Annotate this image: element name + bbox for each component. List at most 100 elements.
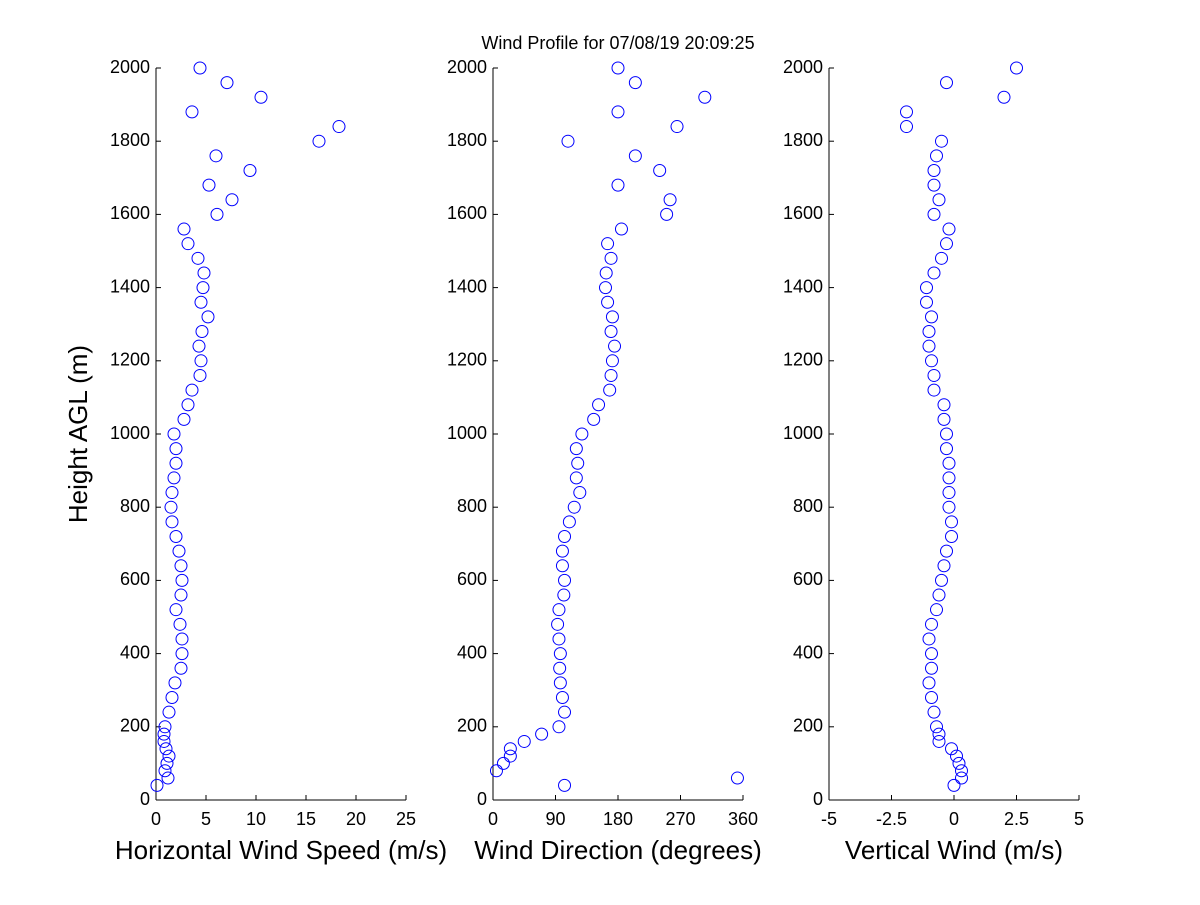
y-tick-label: 1600	[447, 203, 487, 223]
point	[587, 412, 601, 426]
point	[604, 368, 618, 382]
x-tick-label: 10	[246, 809, 266, 829]
y-tick-label: 1600	[110, 203, 150, 223]
point	[569, 471, 583, 485]
point	[535, 727, 549, 741]
point	[947, 778, 961, 792]
point	[558, 573, 572, 587]
point	[601, 295, 615, 309]
y-tick-label: 0	[477, 789, 487, 809]
point	[603, 383, 617, 397]
y-tick-label: 200	[457, 716, 487, 736]
point	[174, 559, 188, 573]
y-tick-label: 1800	[447, 130, 487, 150]
x-tick-label: -5	[821, 809, 837, 829]
point	[942, 471, 956, 485]
point	[174, 661, 188, 675]
point	[552, 632, 566, 646]
point	[932, 588, 946, 602]
y-tick-label: 1000	[447, 423, 487, 443]
y-tick-label: 1800	[110, 130, 150, 150]
point	[332, 120, 346, 134]
point	[562, 515, 576, 529]
point	[927, 383, 941, 397]
point	[573, 486, 587, 500]
point	[177, 222, 191, 236]
point	[932, 734, 946, 748]
point	[169, 442, 183, 456]
x-tick-label: 5	[1074, 809, 1084, 829]
point	[177, 412, 191, 426]
point	[608, 339, 622, 353]
point	[175, 632, 189, 646]
point	[937, 559, 951, 573]
point	[192, 339, 206, 353]
point	[157, 727, 171, 741]
point	[489, 764, 503, 778]
point	[942, 456, 956, 470]
point	[567, 500, 581, 514]
y-tick-label: 1400	[110, 276, 150, 296]
point	[174, 588, 188, 602]
point	[922, 325, 936, 339]
x-tick-label: 0	[488, 809, 498, 829]
point	[555, 544, 569, 558]
y-tick-label: 200	[120, 716, 150, 736]
point	[162, 705, 176, 719]
point	[169, 603, 183, 617]
point	[604, 251, 618, 265]
point	[925, 661, 938, 675]
point	[599, 266, 613, 280]
point	[950, 749, 963, 763]
point	[312, 134, 326, 148]
point	[202, 178, 216, 192]
point	[553, 647, 567, 661]
point	[517, 734, 531, 748]
x-axis-label: Wind Direction (degrees)	[474, 835, 762, 865]
point	[503, 749, 517, 763]
point	[496, 756, 510, 770]
x-tick-label: 90	[545, 809, 565, 829]
point	[159, 742, 173, 756]
point	[181, 237, 195, 251]
y-tick-label: 1000	[783, 423, 823, 443]
point	[165, 515, 179, 529]
point	[150, 778, 164, 792]
point	[553, 661, 567, 675]
point	[191, 251, 205, 265]
point	[162, 749, 176, 763]
x-tick-label: -2.5	[876, 809, 907, 829]
point	[569, 442, 583, 456]
y-tick-label: 0	[140, 789, 150, 809]
point	[611, 178, 625, 192]
point	[940, 427, 953, 441]
point	[698, 90, 712, 104]
point	[942, 500, 956, 514]
x-tick-label: 0	[151, 809, 161, 829]
y-tick-label: 600	[120, 569, 150, 589]
point	[165, 691, 179, 705]
point	[930, 149, 943, 163]
point	[940, 544, 953, 558]
point	[169, 529, 183, 543]
point	[920, 295, 933, 309]
point	[209, 149, 223, 163]
y-tick-label: 1600	[783, 203, 823, 223]
point	[185, 105, 199, 119]
point	[942, 222, 956, 236]
point	[167, 471, 181, 485]
x-tick-label: 360	[728, 809, 758, 829]
point	[575, 427, 589, 441]
point	[614, 222, 628, 236]
point	[930, 603, 943, 617]
point	[611, 61, 625, 75]
point	[653, 163, 667, 177]
point	[932, 193, 946, 207]
point	[730, 771, 744, 785]
point	[165, 486, 179, 500]
point	[197, 266, 211, 280]
point	[997, 90, 1011, 104]
point	[927, 207, 941, 221]
point	[571, 456, 585, 470]
point	[937, 412, 951, 426]
